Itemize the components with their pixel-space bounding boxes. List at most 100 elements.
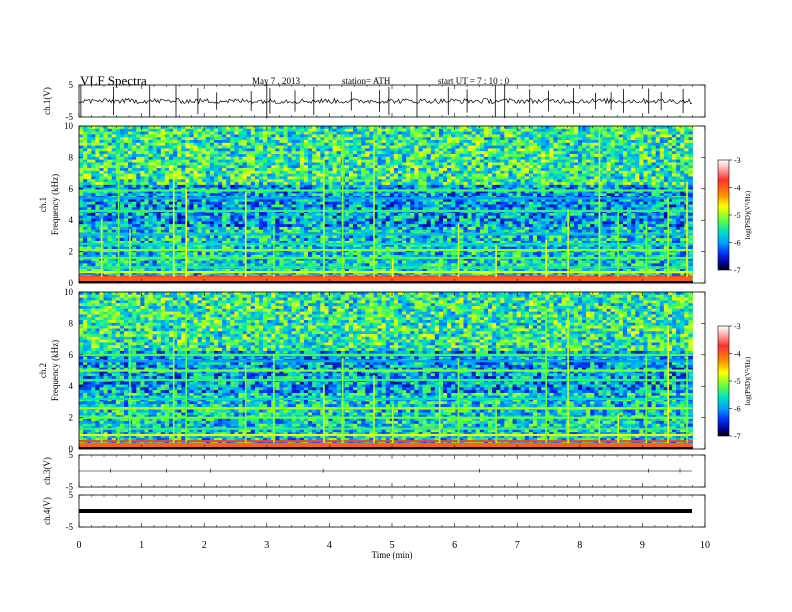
- psd-cell: [144, 154, 149, 158]
- psd-cell: [369, 184, 374, 189]
- psd-cell: [140, 215, 145, 219]
- psd-cell: [569, 148, 575, 152]
- psd-cell: [279, 162, 284, 166]
- psd-cell: [557, 154, 562, 158]
- psd-cell: [651, 198, 657, 203]
- psd-cell: [140, 179, 145, 183]
- psd-cell: [414, 131, 419, 135]
- psd-cell: [688, 207, 693, 211]
- psd-cell: [672, 170, 677, 175]
- psd-cell: [177, 140, 182, 144]
- psd-cell: [144, 134, 149, 138]
- psd-cell: [246, 190, 252, 194]
- psd-cell: [271, 168, 276, 172]
- psd-cell: [635, 173, 640, 177]
- psd-cell: [344, 137, 350, 141]
- psd-cell: [676, 173, 681, 177]
- psd-cell: [267, 193, 272, 197]
- psd-cell: [152, 142, 158, 147]
- psd-cell: [651, 215, 657, 219]
- psd-cell: [160, 126, 166, 130]
- psd-cell: [524, 190, 530, 194]
- psd-cell: [197, 170, 203, 175]
- psd-cell: [144, 179, 149, 183]
- psd-cell: [447, 131, 452, 135]
- psd-cell: [500, 128, 505, 132]
- psd-cell: [684, 162, 689, 166]
- psd-cell: [655, 156, 661, 161]
- psd-cell: [254, 193, 260, 197]
- psd-cell: [226, 187, 231, 191]
- psd-cell: [168, 151, 174, 155]
- psd-cell: [545, 154, 550, 158]
- psd-cell: [443, 128, 448, 132]
- psd-cell: [635, 170, 640, 175]
- psd-cell: [353, 154, 358, 158]
- psd-cell: [655, 212, 661, 217]
- psd-cell: [451, 134, 456, 138]
- psd-cell: [443, 193, 448, 197]
- psd-cell: [222, 131, 227, 135]
- psd-cell: [123, 207, 129, 211]
- psd-cell: [467, 165, 473, 169]
- psd-cell: [561, 145, 567, 149]
- psd-cell: [651, 201, 657, 205]
- psd-cell: [508, 168, 513, 172]
- psd-cell: [537, 168, 542, 172]
- psd-cell: [79, 126, 84, 130]
- psd-cell: [557, 190, 562, 194]
- psd-cell: [463, 182, 468, 186]
- psd-cell: [655, 128, 661, 132]
- psd-cell: [426, 170, 432, 175]
- psd-cell: [557, 193, 562, 197]
- psd-cell: [459, 184, 464, 189]
- psd-cell: [451, 131, 456, 135]
- psd-cell: [177, 187, 182, 191]
- psd-cell: [164, 184, 170, 189]
- psd-cell: [479, 182, 485, 186]
- psd-cell: [148, 179, 154, 183]
- psd-cell: [303, 151, 309, 155]
- psd-cell: [107, 215, 113, 219]
- psd-cell: [144, 151, 149, 155]
- psd-cell: [418, 179, 423, 183]
- psd-cell: [455, 154, 460, 158]
- psd-cell: [594, 190, 599, 194]
- psd-cell: [582, 170, 587, 175]
- psd-cell: [242, 182, 248, 186]
- psd-cell: [365, 207, 370, 211]
- psd-cell: [111, 215, 117, 219]
- psd-cell: [132, 137, 137, 141]
- psd-cell: [271, 179, 276, 183]
- psd-cell: [193, 159, 199, 163]
- psd-cell: [369, 204, 374, 208]
- psd-cell: [353, 176, 358, 180]
- psd-cell: [602, 151, 607, 155]
- psd-cell: [496, 148, 501, 152]
- psd-cell: [353, 140, 358, 144]
- psd-cell: [250, 165, 256, 169]
- psd-cell: [381, 182, 387, 186]
- psd-cell: [398, 159, 403, 163]
- psd-cell: [520, 170, 526, 175]
- psd-cell: [308, 193, 313, 197]
- psd-cell: [463, 151, 468, 155]
- psd-cell: [250, 207, 256, 211]
- psd-cell: [320, 212, 325, 217]
- psd-cell: [512, 176, 518, 180]
- psd-cell: [422, 131, 428, 135]
- psd-cell: [234, 128, 239, 132]
- psd-cell: [422, 207, 428, 211]
- psd-cell: [357, 137, 362, 141]
- psd-cell: [410, 207, 415, 211]
- psd-cell: [91, 193, 96, 197]
- psd-cell: [140, 131, 145, 135]
- psd-cell: [107, 173, 113, 177]
- psd-cell: [128, 156, 133, 161]
- psd-cell: [565, 207, 571, 211]
- psd-cell: [553, 128, 558, 132]
- psd-cell: [205, 156, 211, 161]
- psd-cell: [553, 193, 558, 197]
- psd-cell: [655, 193, 661, 197]
- psd-cell: [148, 156, 154, 161]
